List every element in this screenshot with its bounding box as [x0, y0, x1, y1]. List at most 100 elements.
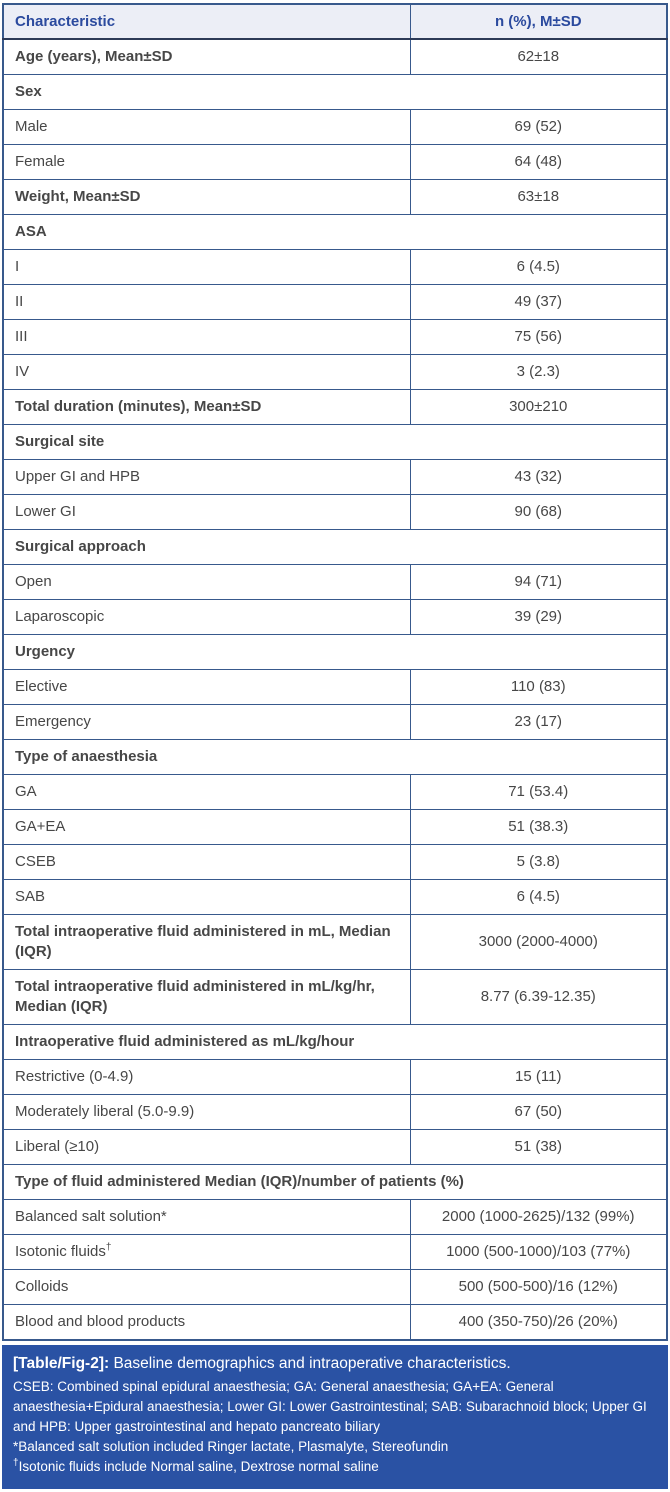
column-header-characteristic: Characteristic	[2, 3, 411, 40]
table-row: Open 94 (71)	[2, 564, 668, 600]
section-row: Type of anaesthesia	[2, 739, 668, 775]
row-value: 23 (17)	[409, 704, 668, 740]
row-value: 1000 (500-1000)/103 (77%)	[409, 1234, 668, 1270]
row-value: 8.77 (6.39-12.35)	[409, 969, 668, 1025]
table-row: Liberal (≥10) 51 (38)	[2, 1129, 668, 1165]
table-row: Emergency 23 (17)	[2, 704, 668, 740]
table-row: GA+EA 51 (38.3)	[2, 809, 668, 845]
row-value: 67 (50)	[409, 1094, 668, 1130]
section-label: Type of anaesthesia	[2, 739, 668, 775]
row-value: 62±18	[409, 38, 668, 75]
row-label: GA	[2, 774, 411, 810]
section-row: Urgency	[2, 634, 668, 670]
row-value: 51 (38.3)	[409, 809, 668, 845]
row-label: Female	[2, 144, 411, 180]
row-value: 75 (56)	[409, 319, 668, 355]
table-row: Total intraoperative fluid administered …	[2, 969, 668, 1025]
section-row: ASA	[2, 214, 668, 250]
row-label: Colloids	[2, 1269, 411, 1305]
table-row: Elective 110 (83)	[2, 669, 668, 705]
row-value: 3000 (2000-4000)	[409, 914, 668, 970]
table-row: II 49 (37)	[2, 284, 668, 320]
header-row: Characteristic n (%), M±SD	[2, 3, 668, 40]
table-row: III 75 (56)	[2, 319, 668, 355]
table-row: SAB 6 (4.5)	[2, 879, 668, 915]
section-label: Urgency	[2, 634, 668, 670]
table-row: Total duration (minutes), Mean±SD 300±210	[2, 389, 668, 425]
footnote-star: *Balanced salt solution included Ringer …	[13, 1439, 449, 1454]
row-value: 51 (38)	[409, 1129, 668, 1165]
table-row: Blood and blood products 400 (350-750)/26…	[2, 1304, 668, 1341]
row-label: II	[2, 284, 411, 320]
row-value: 90 (68)	[409, 494, 668, 530]
abbreviations-text: CSEB: Combined spinal epidural anaesthes…	[13, 1379, 647, 1434]
row-label: CSEB	[2, 844, 411, 880]
table-row: Isotonic fluids† 1000 (500-1000)/103 (77%…	[2, 1234, 668, 1270]
figure-title: Baseline demographics and intraoperative…	[113, 1355, 511, 1372]
table-row: Colloids 500 (500-500)/16 (12%)	[2, 1269, 668, 1305]
row-value: 6 (4.5)	[409, 879, 668, 915]
row-value: 15 (11)	[409, 1059, 668, 1095]
table-row: Upper GI and HPB 43 (32)	[2, 459, 668, 495]
row-label: Total intraoperative fluid administered …	[2, 914, 411, 970]
row-value: 6 (4.5)	[409, 249, 668, 285]
dagger-symbol: †	[13, 1457, 19, 1469]
table-row: Moderately liberal (5.0-9.9) 67 (50)	[2, 1094, 668, 1130]
table-row: Total intraoperative fluid administered …	[2, 914, 668, 970]
row-label: Restrictive (0-4.9)	[2, 1059, 411, 1095]
row-value: 64 (48)	[409, 144, 668, 180]
row-label: Liberal (≥10)	[2, 1129, 411, 1165]
row-value: 43 (32)	[409, 459, 668, 495]
table-row: IV 3 (2.3)	[2, 354, 668, 390]
row-label: IV	[2, 354, 411, 390]
table-row: Female 64 (48)	[2, 144, 668, 180]
row-label: I	[2, 249, 411, 285]
section-label: Type of fluid administered Median (IQR)/…	[2, 1164, 668, 1200]
row-label: Lower GI	[2, 494, 411, 530]
table-row: Restrictive (0-4.9) 15 (11)	[2, 1059, 668, 1095]
row-label: Upper GI and HPB	[2, 459, 411, 495]
row-label: Total duration (minutes), Mean±SD	[2, 389, 411, 425]
characteristics-table: Characteristic n (%), M±SD Age (years), …	[2, 3, 668, 1341]
row-value: 110 (83)	[409, 669, 668, 705]
row-value: 400 (350-750)/26 (20%)	[409, 1304, 668, 1341]
row-value: 5 (3.8)	[409, 844, 668, 880]
section-label: Intraoperative fluid administered as mL/…	[2, 1024, 668, 1060]
section-label: Surgical approach	[2, 529, 668, 565]
row-label: SAB	[2, 879, 411, 915]
table-row: Laparoscopic 39 (29)	[2, 599, 668, 635]
row-value: 94 (71)	[409, 564, 668, 600]
row-label: Isotonic fluids†	[2, 1234, 411, 1270]
section-row: Intraoperative fluid administered as mL/…	[2, 1024, 668, 1060]
row-label: Total intraoperative fluid administered …	[2, 969, 411, 1025]
section-row: Surgical approach	[2, 529, 668, 565]
table-row: Weight, Mean±SD 63±18	[2, 179, 668, 215]
column-header-value: n (%), M±SD	[409, 3, 668, 40]
table-row: Lower GI 90 (68)	[2, 494, 668, 530]
figure-tag: [Table/Fig-2]:	[13, 1355, 110, 1372]
row-label: Moderately liberal (5.0-9.9)	[2, 1094, 411, 1130]
section-label: Surgical site	[2, 424, 668, 460]
caption-title-line: [Table/Fig-2]: Baseline demographics and…	[13, 1353, 657, 1374]
row-value: 69 (52)	[409, 109, 668, 145]
row-value: 500 (500-500)/16 (12%)	[409, 1269, 668, 1305]
row-label: Age (years), Mean±SD	[2, 38, 411, 75]
section-row: Sex	[2, 74, 668, 110]
section-label: ASA	[2, 214, 668, 250]
dagger-symbol: †	[105, 1242, 112, 1253]
row-value: 39 (29)	[409, 599, 668, 635]
table-row: GA 71 (53.4)	[2, 774, 668, 810]
row-label: Weight, Mean±SD	[2, 179, 411, 215]
footnote-dagger-text: Isotonic fluids include Normal saline, D…	[18, 1459, 379, 1474]
row-label: III	[2, 319, 411, 355]
footnote-dagger: †Isotonic fluids include Normal saline, …	[13, 1457, 657, 1477]
table-body: Age (years), Mean±SD 62±18 Sex Male 69 (52) F…	[2, 38, 668, 1341]
row-label: GA+EA	[2, 809, 411, 845]
section-row: Surgical site	[2, 424, 668, 460]
row-label: Open	[2, 564, 411, 600]
row-label: Male	[2, 109, 411, 145]
row-value: 2000 (1000-2625)/132 (99%)	[409, 1199, 668, 1235]
row-label: Elective	[2, 669, 411, 705]
table-row: Age (years), Mean±SD 62±18	[2, 38, 668, 75]
